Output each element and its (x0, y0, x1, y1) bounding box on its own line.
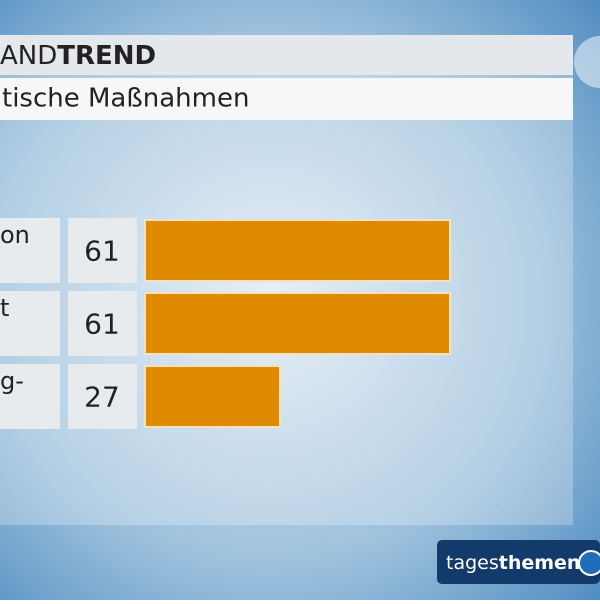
category-label: t (0, 294, 9, 322)
label-box (0, 364, 60, 429)
bar (144, 292, 451, 355)
bar (144, 365, 281, 428)
value-box (68, 218, 137, 283)
channel-logo (574, 36, 600, 88)
value-box (68, 291, 137, 356)
bar (144, 219, 451, 282)
label-box (0, 291, 60, 356)
logo-icon (578, 550, 600, 576)
category-label: g- (0, 367, 24, 395)
value-label: 27 (84, 381, 120, 414)
logo-bold: themen (499, 552, 581, 574)
title-bold: TREND (57, 41, 156, 71)
category-label: on (0, 221, 30, 249)
subtitle: tische Maßnahmen (2, 84, 249, 114)
value-label: 61 (84, 308, 120, 341)
value-label: 61 (84, 235, 120, 268)
chart-title: ANDTREND (0, 41, 156, 71)
show-logo (437, 540, 600, 584)
title-regular: AND (0, 41, 57, 71)
value-box (68, 364, 137, 429)
subtitle-bar (0, 78, 573, 120)
logo-regular: tages (446, 552, 499, 574)
title-bar (0, 35, 573, 75)
label-box (0, 218, 60, 283)
show-logo-text: tagesthemen (446, 552, 580, 574)
